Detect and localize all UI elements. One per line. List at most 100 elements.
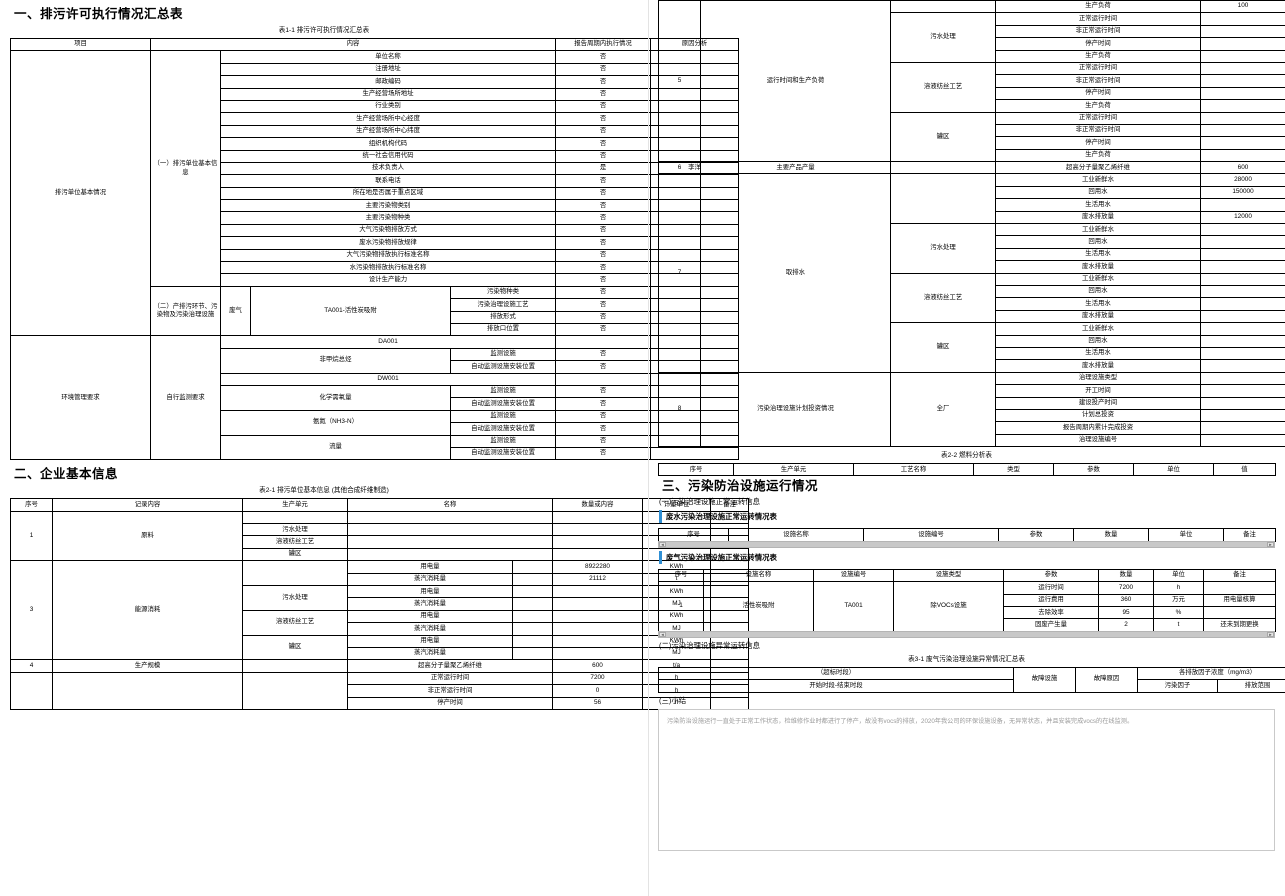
col-header-2: 设施编号 — [813, 568, 894, 583]
table-permit-summary: 项目 内容 报告周期内执行情况 原因分析 排污单位基本情况 （一）排污单位基本信息 单位名称… — [10, 37, 740, 461]
table-row: 化学需氧量 监测设施否 — [11, 384, 740, 411]
item-name-pad — [512, 560, 553, 574]
content-name: 水污染物排放执行标准名称 — [219, 261, 557, 275]
item-value — [1200, 272, 1285, 287]
param-name: 去除效率 — [1003, 605, 1099, 620]
item-value — [1200, 297, 1285, 311]
item-name: 用电量 — [347, 634, 513, 648]
item-value — [1200, 49, 1285, 63]
col-header-0: 序号 — [658, 528, 729, 542]
item-name: 生活用水 — [995, 247, 1201, 262]
summary-textarea[interactable]: 污染防治设施运行一直处于正常工作状态，检维修作业时都进行了停产，故没有vocs的… — [658, 708, 1275, 851]
scroll-left-arrow-icon[interactable]: ◄ — [659, 631, 666, 637]
item-value: 12000 — [1200, 210, 1285, 225]
item-name: 蒸汽消耗量 — [347, 646, 513, 661]
item-value: 21112 — [552, 572, 643, 587]
item-value — [552, 510, 643, 525]
record-name — [52, 671, 243, 710]
production-unit: 罐区 — [242, 547, 348, 562]
item-value — [1200, 123, 1285, 138]
item-name: 废水排放量 — [995, 210, 1201, 225]
item-value — [1200, 61, 1285, 76]
table-row: 6主要产品产量超高分子量聚乙烯纤维600t/a — [658, 161, 1285, 175]
outlet-id-cell: DW001 — [219, 372, 557, 386]
col-header-content: 内容 — [149, 37, 557, 52]
item-name-pad — [512, 622, 553, 636]
col-header-4: 数量 — [1073, 528, 1149, 542]
status-cell: 否 — [555, 137, 652, 151]
table-row: 非正常运行时间h — [659, 123, 1285, 138]
item-name: 用电量 — [347, 560, 513, 574]
item-name: 正常运行时间 — [347, 671, 553, 686]
col-header-6: 备注 — [1223, 528, 1276, 542]
item-value — [1200, 223, 1285, 237]
item-value: 0 — [552, 684, 643, 698]
item-value — [1200, 284, 1285, 299]
item-name: 回用水 — [995, 284, 1201, 299]
gas-table-scrollbar[interactable]: ◄ ► — [658, 630, 1275, 638]
pollutant-cell: 氨氮（NH3-N） — [220, 409, 451, 436]
table-basic-info-continued: 5运行时间和生产负荷生产负荷100%污水处理正常运行时间h非正常运行时间h停产时… — [658, 0, 1285, 448]
scroll-left-arrow-icon[interactable]: ◄ — [659, 541, 666, 547]
item-name-pad — [512, 597, 553, 611]
item-name: 回用水 — [995, 235, 1201, 249]
table-basic-info: 序号 记录内容 生产单元 名称 数量或内容 计量单位 备注 1 原料 污水处理 溶液纺丝工艺 罐区 3 能… — [10, 498, 749, 710]
status-cell: 否 — [555, 285, 652, 300]
col-header-no: 序号 — [10, 498, 53, 512]
item-name: 蒸汽消耗量 — [347, 597, 513, 611]
status-cell: 否 — [555, 236, 652, 250]
section-3-title: 三、污染防治设施运行情况 — [662, 479, 819, 494]
item-name: 计划总投资 — [995, 408, 1201, 423]
item-name: 停产时间 — [347, 696, 553, 710]
group-label-discharger-basic: 排污单位基本情况 — [10, 50, 151, 337]
param-name: 固废产生量 — [1003, 618, 1099, 632]
row-no: 8 — [658, 371, 701, 448]
scroll-right-arrow-icon[interactable]: ► — [1267, 541, 1274, 547]
status-cell — [555, 335, 652, 349]
facility-name: 活性炭吸附 — [703, 581, 814, 632]
item-name: 废水排放量 — [995, 309, 1201, 324]
item-value — [1200, 247, 1285, 262]
status-cell: 否 — [555, 360, 652, 374]
table-row: 回用水150000t — [659, 185, 1285, 200]
content-name: 自动监测设施安装位置 — [449, 446, 557, 461]
content-name: 排放口位置 — [449, 322, 557, 337]
row-no: 7 — [658, 173, 701, 373]
item-value — [1200, 260, 1285, 274]
table-row: 回用水t — [659, 235, 1285, 249]
facility-type: 除VOCs设施 — [893, 581, 1004, 632]
table-header-row: 序号 设施名称 设施编号 设施类型 参数 数量 单位 备注 — [658, 568, 1276, 583]
item-value — [1200, 198, 1285, 212]
status-cell: 是 — [555, 161, 652, 176]
item-name: 废水排放量 — [995, 260, 1201, 274]
item-name: 治理设施类型 — [995, 371, 1201, 386]
group-label-basic-info: （一）排污单位基本信息 — [150, 50, 221, 287]
row-no: 3 — [10, 560, 53, 661]
col-header-4: 参数 — [1003, 568, 1099, 583]
production-unit: 溶液纺丝工艺 — [242, 535, 348, 549]
status-cell: 否 — [555, 99, 652, 114]
status-cell: 否 — [555, 87, 652, 101]
item-name: 正常运行时间 — [995, 111, 1201, 125]
section-1-heading-wrap: 一、排污许可执行情况汇总表 — [14, 6, 638, 22]
content-name: 邮政编码 — [219, 75, 557, 89]
status-cell: 否 — [555, 298, 652, 312]
col-header-1: 设施名称 — [728, 528, 864, 542]
col-header-7: 备注 — [1203, 568, 1276, 583]
content-name: 监测设施 — [449, 409, 557, 424]
table-row: 正常运行时间 7200 h — [10, 671, 749, 710]
water-table-scrollbar[interactable]: ◄ ► — [658, 540, 1275, 548]
col-header-2: 工艺名称 — [853, 463, 974, 477]
item-value — [1200, 359, 1285, 373]
table-row: 停产时间 56 h — [11, 696, 749, 710]
production-unit: 溶液纺丝工艺 — [890, 61, 996, 113]
scroll-right-arrow-icon[interactable]: ► — [1267, 631, 1274, 637]
status-cell: 否 — [555, 199, 652, 213]
item-value — [1200, 433, 1285, 448]
status-cell: 否 — [555, 75, 652, 89]
status-cell: 否 — [555, 310, 652, 325]
production-unit — [242, 671, 348, 710]
content-name: 单位名称 — [219, 50, 557, 64]
left-page: 一、排污许可执行情况汇总表 表1-1 排污许可执行情况汇总表 项目 内容 报告周期内… — [10, 6, 749, 710]
